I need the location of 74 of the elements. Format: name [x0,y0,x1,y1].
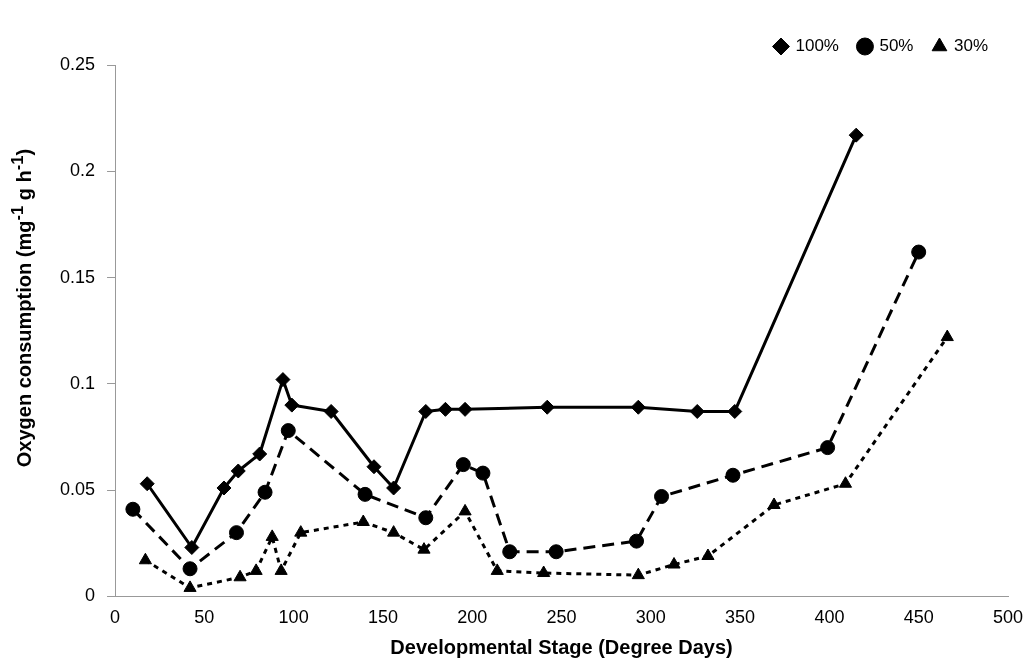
y-tick-label: 0.05 [59,479,96,500]
point [386,480,402,496]
point [629,533,645,549]
point [838,476,853,488]
point [356,514,370,526]
point [537,565,551,578]
x-tick-label: 400 [814,607,845,628]
point [539,399,555,415]
point [183,580,197,592]
point [418,510,434,526]
y-tick-label: 0.1 [70,372,96,393]
point [249,563,263,575]
legend-label: 50% [879,36,914,56]
point [820,440,836,456]
point [548,544,564,560]
point [490,563,504,575]
point [502,544,518,560]
point [274,563,288,575]
point [323,403,339,419]
point [366,459,382,475]
point [911,244,927,260]
x-tick-label: 500 [992,607,1024,628]
x-tick-label: 250 [546,607,577,628]
point [252,446,268,462]
point [184,540,200,556]
point [667,557,681,569]
point [631,567,645,580]
point [125,501,141,517]
x-tick-label: 200 [457,607,488,628]
y-tick-label: 0 [85,585,96,606]
point [458,503,472,516]
point [940,329,954,342]
x-tick-label: 350 [725,607,756,628]
point [701,548,715,561]
point [139,476,155,492]
y-tick-label: 0.2 [70,160,96,181]
point [418,403,434,419]
point [417,542,431,554]
point [228,525,244,541]
point [767,497,781,509]
point [630,399,646,415]
x-tick-label: 450 [903,607,934,628]
x-tick-label: 50 [194,607,215,628]
point [280,423,296,439]
legend-label: 30% [953,36,989,56]
point [437,401,453,417]
point [138,552,152,565]
point [689,403,705,419]
point [182,561,198,577]
point [265,529,279,541]
point [725,467,741,483]
point [387,525,401,537]
point [294,525,308,537]
point [475,465,491,481]
point [727,403,743,419]
point [230,463,246,479]
point [848,127,864,143]
x-axis-title: Developmental Stage (Degree Days) [390,635,733,658]
point [654,489,670,504]
x-tick-label: 0 [110,607,121,628]
point [216,480,232,496]
x-tick-label: 150 [367,607,398,628]
point [257,484,273,500]
point [357,486,373,502]
point [455,457,471,473]
x-tick-label: 300 [635,607,666,628]
y-tick-label: 0.15 [59,266,96,287]
point [233,569,247,582]
point [457,401,473,417]
y-tick-label: 0.25 [59,53,96,74]
legend-label: 100% [795,36,839,56]
x-tick-label: 100 [278,607,309,628]
point [284,397,300,413]
point [275,372,291,388]
